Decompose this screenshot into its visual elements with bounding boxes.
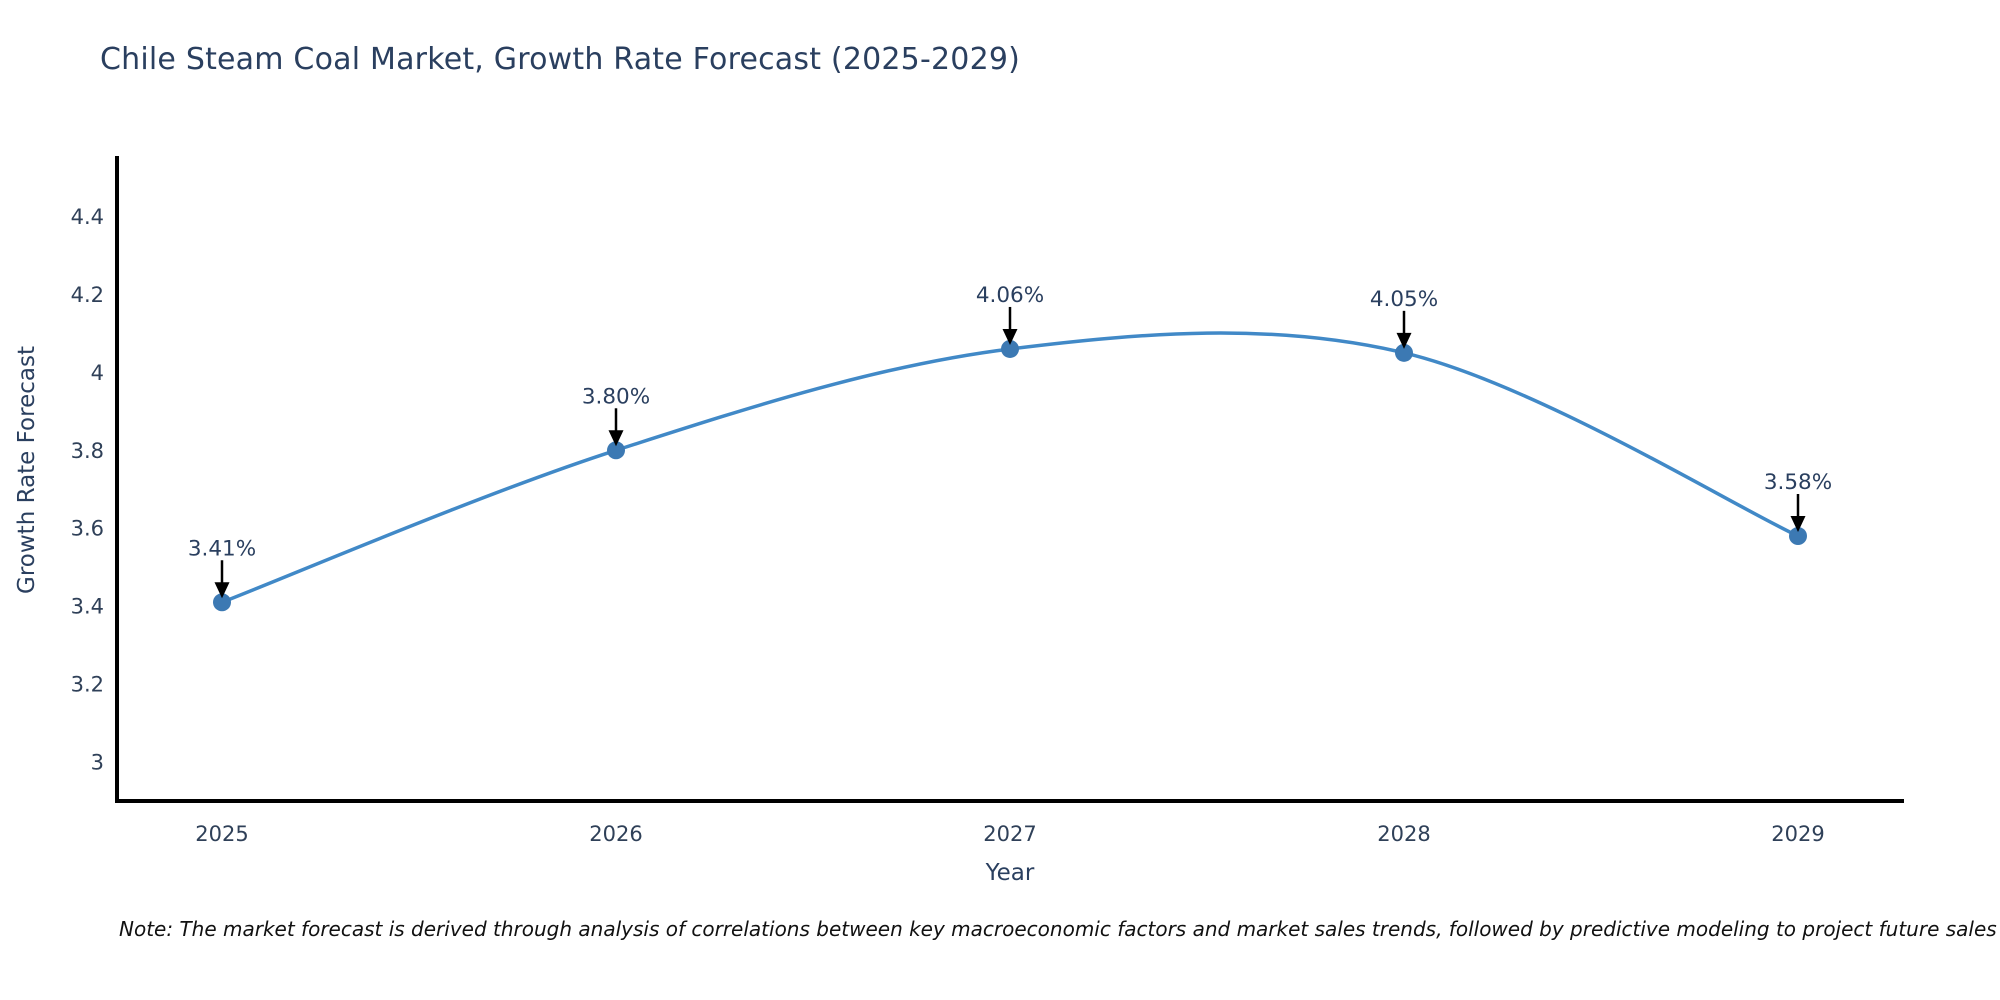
annotation-arrow-head	[214, 582, 230, 599]
point-value-label: 3.58%	[1764, 470, 1832, 495]
footnote-text: Note: The market forecast is derived thr…	[119, 917, 1997, 941]
data-point-marker	[1395, 343, 1413, 362]
chart-title: Chile Steam Coal Market, Growth Rate For…	[100, 42, 1021, 77]
annotation-arrow-head	[1002, 328, 1018, 345]
y-axis-line	[115, 156, 119, 803]
data-point-marker	[213, 593, 231, 612]
x-axis-title: Year	[985, 860, 1035, 886]
y-tick-label: 4.2	[71, 283, 104, 307]
data-point-marker	[607, 441, 625, 460]
y-tick-label: 3.4	[71, 595, 104, 619]
annotation-arrow-head	[608, 430, 624, 447]
y-tick-label: 3.6	[71, 517, 104, 541]
forecast-line	[220, 331, 1800, 605]
x-tick-label: 2028	[1377, 822, 1430, 846]
annotation-arrow-head	[1790, 516, 1806, 533]
y-tick-label: 3	[91, 751, 104, 775]
data-point-marker	[1789, 527, 1807, 546]
annotation-arrow-head	[1396, 332, 1412, 349]
x-axis-line	[115, 799, 1904, 803]
x-tick-label: 2029	[1771, 822, 1824, 846]
point-value-label: 4.06%	[976, 283, 1044, 308]
point-value-label: 3.80%	[582, 384, 650, 409]
series-layer: 3 3.2 3.4 3.6 3.8 4 4.2 4.4 2025 2026 2027 2028 2029…	[71, 205, 1833, 846]
point-value-label: 4.05%	[1370, 287, 1438, 312]
y-tick-label: 4	[91, 361, 104, 385]
data-point-marker	[1001, 339, 1019, 358]
y-tick-label: 4.4	[71, 205, 104, 229]
x-tick-label: 2026	[589, 822, 642, 846]
y-tick-label: 3.2	[71, 673, 104, 697]
y-tick-label: 3.8	[71, 439, 104, 463]
point-value-label: 3.41%	[188, 536, 256, 561]
x-tick-label: 2025	[195, 822, 248, 846]
x-tick-label: 2027	[983, 822, 1036, 846]
